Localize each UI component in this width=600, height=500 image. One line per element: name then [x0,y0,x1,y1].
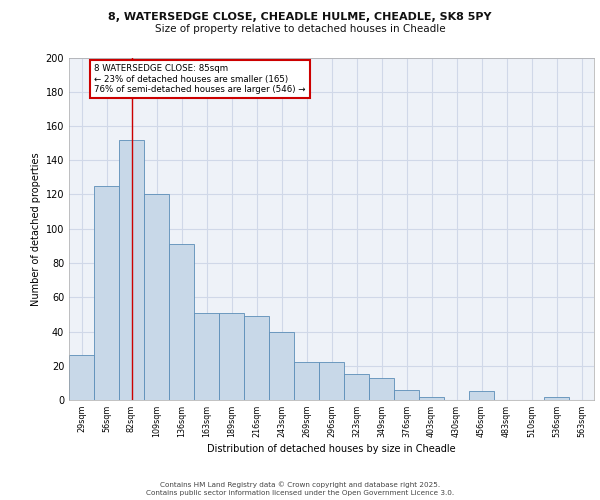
Bar [469,392,494,400]
Text: 8, WATERSEDGE CLOSE, CHEADLE HULME, CHEADLE, SK8 5PY: 8, WATERSEDGE CLOSE, CHEADLE HULME, CHEA… [108,12,492,22]
Bar [319,362,344,400]
Bar [94,186,119,400]
Bar [244,316,269,400]
Bar [219,312,244,400]
Y-axis label: Number of detached properties: Number of detached properties [31,152,41,306]
Bar [194,312,219,400]
Bar [369,378,394,400]
Bar [394,390,419,400]
Bar [119,140,144,400]
Text: Contains public sector information licensed under the Open Government Licence 3.: Contains public sector information licen… [146,490,454,496]
Bar [69,356,94,400]
Text: Contains HM Land Registry data © Crown copyright and database right 2025.: Contains HM Land Registry data © Crown c… [160,481,440,488]
Bar [169,244,194,400]
Text: 8 WATERSEDGE CLOSE: 85sqm
← 23% of detached houses are smaller (165)
76% of semi: 8 WATERSEDGE CLOSE: 85sqm ← 23% of detac… [94,64,305,94]
X-axis label: Distribution of detached houses by size in Cheadle: Distribution of detached houses by size … [207,444,456,454]
Bar [344,374,369,400]
Text: Size of property relative to detached houses in Cheadle: Size of property relative to detached ho… [155,24,445,34]
Bar [144,194,169,400]
Bar [294,362,319,400]
Bar [544,396,569,400]
Bar [419,396,444,400]
Bar [269,332,294,400]
